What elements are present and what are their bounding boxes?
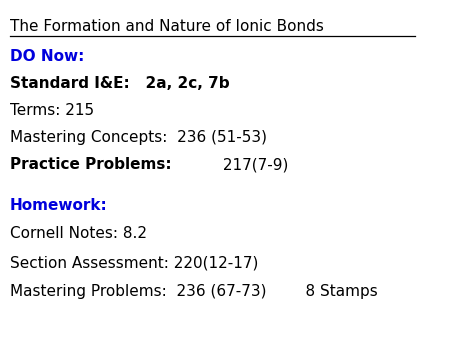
Text: Mastering Problems:  236 (67-73)        8 Stamps: Mastering Problems: 236 (67-73) 8 Stamps	[10, 284, 378, 299]
Text: Homework:: Homework:	[10, 198, 108, 213]
Text: Mastering Concepts:  236 (51-53): Mastering Concepts: 236 (51-53)	[10, 130, 267, 145]
Text: Section Assessment: 220(12-17): Section Assessment: 220(12-17)	[10, 255, 258, 270]
Text: Standard I&E:   2a, 2c, 7b: Standard I&E: 2a, 2c, 7b	[10, 76, 230, 91]
Text: The Formation and Nature of Ionic Bonds: The Formation and Nature of Ionic Bonds	[10, 19, 324, 33]
Text: Practice Problems:: Practice Problems:	[10, 157, 171, 172]
Text: DO Now:: DO Now:	[10, 49, 84, 64]
Text: Cornell Notes: 8.2: Cornell Notes: 8.2	[10, 226, 147, 241]
Text: 217(7-9): 217(7-9)	[218, 157, 289, 172]
Text: Terms: 215: Terms: 215	[10, 103, 94, 118]
